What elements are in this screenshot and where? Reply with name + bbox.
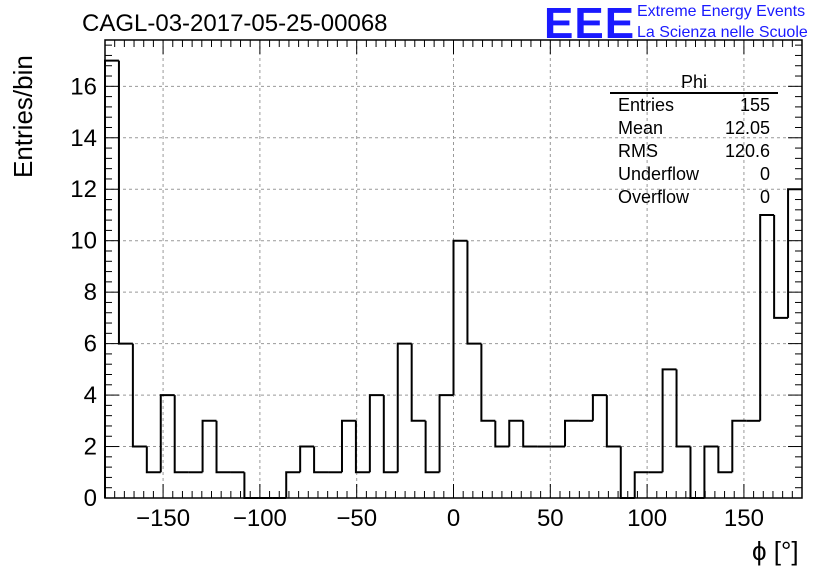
stats-value: 0 <box>760 163 770 186</box>
histogram-bin <box>105 61 119 498</box>
histogram-bin <box>175 395 189 472</box>
histogram-bin <box>244 472 258 498</box>
histogram-bin <box>384 395 398 472</box>
x-axis-label: ϕ [°] <box>752 536 799 567</box>
y-tick-label: 0 <box>84 485 97 512</box>
stats-row-mean: Mean 12.05 <box>610 117 778 140</box>
histogram-bin <box>509 421 523 447</box>
y-tick-label: 4 <box>84 382 97 409</box>
histogram-bin <box>663 369 677 472</box>
histogram-bin <box>704 447 718 498</box>
histogram-bin <box>398 344 412 473</box>
stats-label: Overflow <box>618 186 689 209</box>
y-tick-label: 6 <box>84 331 97 358</box>
stats-value: 12.05 <box>725 117 770 140</box>
histogram-bin <box>133 344 147 447</box>
x-tick-label: −100 <box>233 505 287 532</box>
y-tick-label: 10 <box>70 228 97 255</box>
histogram-bin <box>718 447 732 473</box>
y-tick-label: 8 <box>84 279 97 306</box>
stats-row-rms: RMS 120.6 <box>610 140 778 163</box>
y-tick-label: 2 <box>84 434 97 461</box>
stats-value: 155 <box>740 94 770 117</box>
y-tick-label: 12 <box>70 176 97 203</box>
x-tick-label: 100 <box>627 505 667 532</box>
histogram-bin <box>565 421 579 447</box>
logo-line-2: La Scienza nelle Scuole <box>637 24 808 42</box>
stats-label: Entries <box>618 94 674 117</box>
stats-row-entries: Entries 155 <box>610 94 778 117</box>
y-tick-label: 14 <box>70 125 97 152</box>
histogram-bin <box>523 421 537 447</box>
y-axis-label: Entries/bin <box>8 55 39 178</box>
stats-value: 0 <box>760 186 770 209</box>
histogram-bin <box>440 395 454 472</box>
histogram-bin <box>481 344 495 421</box>
histogram-bin <box>454 241 468 395</box>
chart-title: CAGL-03-2017-05-25-00068 <box>82 10 388 38</box>
stats-row-overflow: Overflow 0 <box>610 186 778 209</box>
histogram-bin <box>495 421 509 447</box>
stats-row-underflow: Underflow 0 <box>610 163 778 186</box>
stats-label: Mean <box>618 117 663 140</box>
stats-value: 120.6 <box>725 140 770 163</box>
stats-box: Phi Entries 155 Mean 12.05 RMS 120.6 Und… <box>610 72 778 209</box>
histogram-bin <box>677 369 691 446</box>
histogram-bin <box>314 447 328 473</box>
histogram-bin <box>412 344 426 421</box>
stats-title: Phi <box>610 72 778 94</box>
histogram-bin <box>593 395 607 421</box>
histogram-bin <box>788 189 802 318</box>
histogram-bin <box>217 421 231 472</box>
eee-logo: EEE <box>544 2 635 46</box>
histogram-bin <box>119 61 133 344</box>
x-tick-label: 0 <box>447 505 460 532</box>
histogram-bin <box>635 472 649 498</box>
logo-line-1: Extreme Energy Events <box>637 3 805 21</box>
histogram-bin <box>300 447 314 473</box>
histogram-bin <box>607 395 621 446</box>
histogram-bin <box>147 447 161 473</box>
stats-label: Underflow <box>618 163 699 186</box>
histogram-bin <box>732 421 746 472</box>
y-tick-label: 16 <box>70 73 97 100</box>
stats-label: RMS <box>618 140 658 163</box>
x-tick-label: −150 <box>136 505 190 532</box>
x-tick-label: 150 <box>724 505 764 532</box>
x-tick-label: 50 <box>537 505 564 532</box>
histogram-bin <box>690 447 704 498</box>
histogram-bin <box>621 447 635 498</box>
histogram-bin <box>760 215 774 421</box>
histogram-bin <box>370 395 384 472</box>
histogram-bin <box>774 215 788 318</box>
histogram-bin <box>286 472 300 498</box>
x-tick-label: −50 <box>336 505 377 532</box>
